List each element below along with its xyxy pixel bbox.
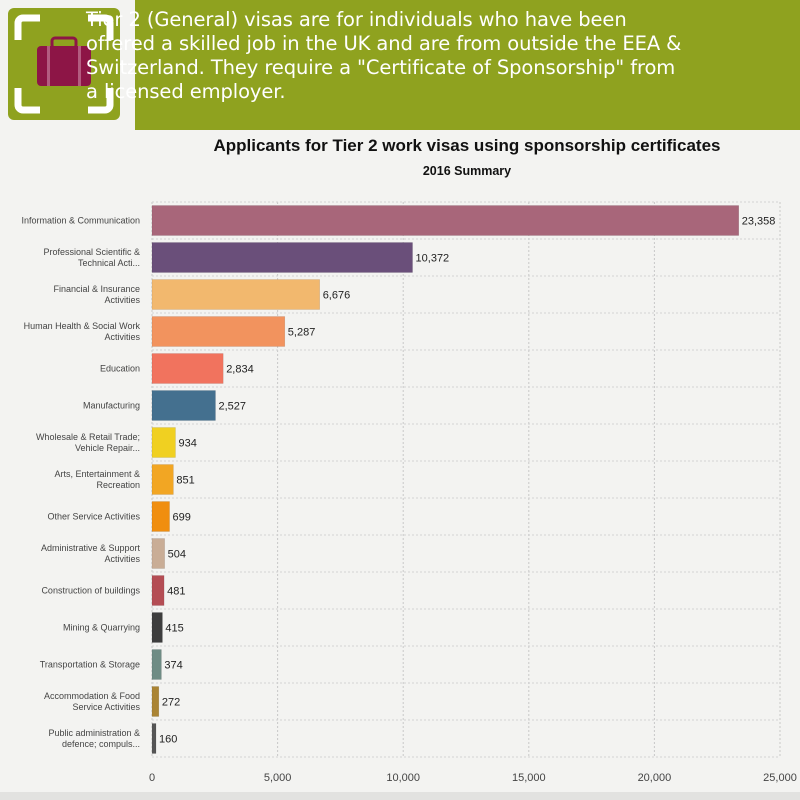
category-label-line: Wholesale & Retail Trade;	[36, 432, 140, 442]
bar-value-label: 23,358	[742, 216, 776, 228]
banner-line: Switzerland. They require a "Certificate…	[86, 56, 676, 79]
bar	[151, 649, 162, 680]
category-label-line: Public administration &	[48, 728, 140, 738]
category-label-line: Mining & Quarrying	[63, 623, 140, 633]
category-label: Public administration & defence; compuls.…	[48, 728, 140, 749]
x-tick-label: 25,000	[763, 772, 797, 784]
bar-value-label: 2,527	[218, 401, 246, 413]
banner-line: offered a skilled job in the UK and are …	[86, 32, 682, 55]
bar	[151, 501, 170, 532]
category-label-line: Activities	[104, 332, 140, 342]
bar	[151, 316, 286, 347]
category-label-line: Administrative & Support	[41, 543, 141, 553]
footer-strip	[0, 792, 800, 800]
category-label-line: Professional Scientific &	[43, 247, 140, 257]
bar	[151, 353, 224, 384]
x-tick-label: 10,000	[386, 772, 420, 784]
category-label: Professional Scientific & Technical Acti.…	[43, 247, 140, 268]
category-label: Human Health & Social Work Activities	[24, 321, 141, 342]
bar-value-label: 481	[167, 586, 185, 598]
info-banner	[76, 0, 800, 130]
category-label: Education	[100, 364, 140, 374]
category-label-line: Vehicle Repair...	[75, 443, 140, 453]
bar	[151, 427, 176, 458]
x-tick-label: 5,000	[264, 772, 292, 784]
bar-value-label: 699	[173, 512, 191, 524]
bar-value-label: 5,287	[288, 327, 316, 339]
bar-value-label: 6,676	[323, 290, 351, 302]
category-label-line: Recreation	[96, 480, 140, 490]
category-label: Transportation & Storage	[40, 660, 140, 670]
category-label: Mining & Quarrying	[63, 623, 140, 633]
bar	[151, 390, 216, 421]
category-label-line: Transportation & Storage	[40, 660, 140, 670]
bar	[151, 538, 165, 569]
bar-value-label: 160	[159, 734, 177, 746]
bar-value-label: 2,834	[226, 364, 254, 376]
category-label: Other Service Activities	[47, 512, 140, 522]
bar	[151, 723, 157, 754]
bar-value-label: 851	[176, 475, 194, 487]
category-label: Wholesale & Retail Trade; Vehicle Repair.…	[36, 432, 140, 453]
category-label-line: Information & Communication	[21, 216, 140, 226]
category-label-line: Human Health & Social Work	[24, 321, 141, 331]
bar-value-label: 374	[164, 660, 182, 672]
banner-text: Tier 2 (General) visas are for individua…	[86, 8, 776, 104]
category-label: Construction of buildings	[41, 586, 140, 596]
briefcase-icon	[0, 0, 135, 135]
banner-line: a licensed employer.	[86, 80, 286, 103]
x-tick-label: 20,000	[638, 772, 672, 784]
category-label-line: Activities	[104, 554, 140, 564]
bar	[151, 686, 160, 717]
bar-value-label: 934	[178, 438, 196, 450]
category-label-line: Financial & Insurance	[53, 284, 140, 294]
banner-line: Tier 2 (General) visas are for individua…	[86, 8, 627, 31]
bar	[151, 279, 320, 310]
category-label-line: Accommodation & Food	[44, 691, 140, 701]
bar	[151, 612, 163, 643]
category-label: Financial & Insurance Activities	[53, 284, 140, 305]
category-label-line: Activities	[104, 295, 140, 305]
category-label-line: Other Service Activities	[47, 512, 140, 522]
bar-value-label: 272	[162, 697, 180, 709]
chart-subtitle: 2016 Summary	[422, 164, 512, 178]
category-label: Arts, Entertainment & Recreation	[54, 469, 140, 490]
bar	[151, 464, 174, 495]
bar-value-label: 415	[165, 623, 183, 635]
x-tick-label: 0	[149, 772, 155, 784]
category-label-line: Construction of buildings	[41, 586, 140, 596]
category-label-line: Technical Acti...	[78, 258, 140, 268]
category-label-line: Arts, Entertainment &	[54, 469, 140, 479]
category-label-line: defence; compuls...	[62, 739, 140, 749]
chart-title: Applicants for Tier 2 work visas using s…	[213, 136, 721, 155]
bar	[151, 575, 165, 606]
bar-value-label: 504	[168, 549, 186, 561]
category-label: Accommodation & Food Service Activities	[44, 691, 141, 712]
category-label: Information & Communication	[21, 216, 140, 226]
bar	[151, 242, 413, 273]
x-tick-label: 15,000	[512, 772, 546, 784]
category-label: Manufacturing	[83, 401, 140, 411]
bar-value-label: 10,372	[416, 253, 450, 265]
category-label-line: Manufacturing	[83, 401, 140, 411]
category-label-line: Service Activities	[72, 702, 140, 712]
category-label: Administrative & Support Activities	[41, 543, 141, 564]
category-label-line: Education	[100, 364, 140, 374]
bar	[151, 205, 740, 236]
